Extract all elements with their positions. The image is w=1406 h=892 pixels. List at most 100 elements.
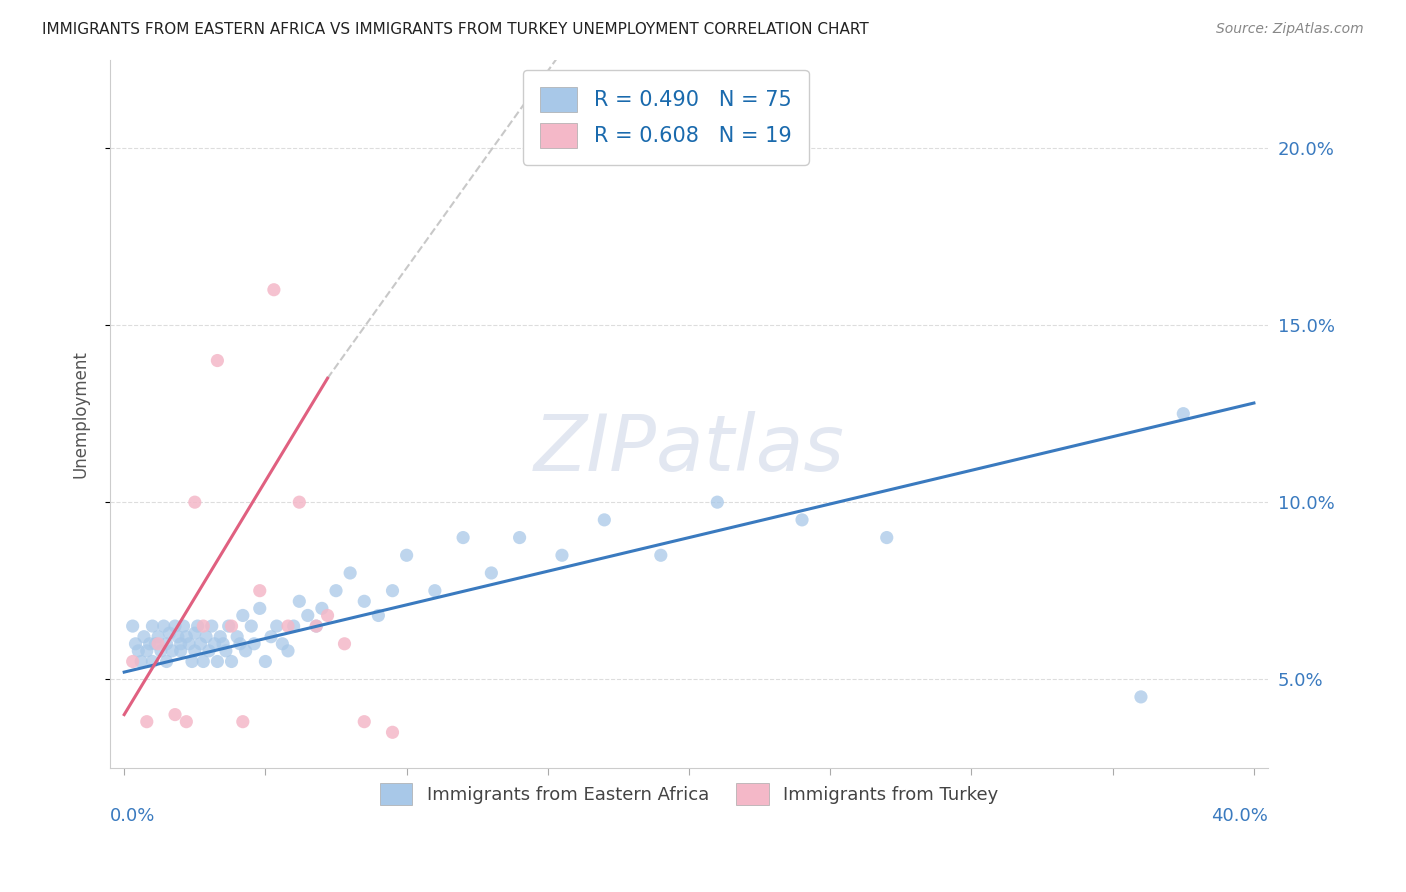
Point xyxy=(353,594,375,608)
Point xyxy=(143,637,166,651)
Point xyxy=(149,644,172,658)
Point xyxy=(198,644,221,658)
Point xyxy=(215,644,238,658)
Point xyxy=(235,644,257,658)
Point xyxy=(254,655,277,669)
Point xyxy=(170,637,193,651)
Point xyxy=(193,619,215,633)
Point xyxy=(132,630,155,644)
Legend: Immigrants from Eastern Africa, Immigrants from Turkey: Immigrants from Eastern Africa, Immigran… xyxy=(373,775,1005,812)
Point xyxy=(135,714,157,729)
Point xyxy=(170,644,193,658)
Point xyxy=(121,619,143,633)
Point xyxy=(201,619,224,633)
Point xyxy=(1129,690,1152,704)
Point xyxy=(288,495,311,509)
Text: 40.0%: 40.0% xyxy=(1211,806,1268,824)
Point xyxy=(179,637,201,651)
Point xyxy=(305,619,328,633)
Point xyxy=(333,637,356,651)
Point xyxy=(706,495,728,509)
Point xyxy=(243,637,266,651)
Point xyxy=(260,630,283,644)
Point xyxy=(138,637,160,651)
Point xyxy=(305,619,328,633)
Point xyxy=(650,549,672,563)
Point xyxy=(249,601,271,615)
Point xyxy=(181,655,204,669)
Point xyxy=(163,707,186,722)
Point xyxy=(266,619,288,633)
Point xyxy=(311,601,333,615)
Point xyxy=(218,619,240,633)
Point xyxy=(121,655,143,669)
Point xyxy=(190,637,212,651)
Point xyxy=(184,495,207,509)
Point xyxy=(232,608,254,623)
Point xyxy=(124,637,146,651)
Point xyxy=(187,619,209,633)
Point xyxy=(277,644,299,658)
Point xyxy=(157,626,180,640)
Text: IMMIGRANTS FROM EASTERN AFRICA VS IMMIGRANTS FROM TURKEY UNEMPLOYMENT CORRELATIO: IMMIGRANTS FROM EASTERN AFRICA VS IMMIGR… xyxy=(42,22,869,37)
Point xyxy=(381,583,404,598)
Point xyxy=(226,630,249,644)
Point xyxy=(479,566,502,580)
Text: 0.0%: 0.0% xyxy=(110,806,156,824)
Y-axis label: Unemployment: Unemployment xyxy=(72,350,89,477)
Point xyxy=(173,619,195,633)
Point xyxy=(325,583,347,598)
Point xyxy=(141,619,163,633)
Point xyxy=(229,637,252,651)
Point xyxy=(451,531,474,545)
Point xyxy=(551,549,574,563)
Point xyxy=(166,630,188,644)
Point xyxy=(339,566,361,580)
Point xyxy=(277,619,299,633)
Point xyxy=(160,644,183,658)
Point xyxy=(221,619,243,633)
Point xyxy=(204,637,226,651)
Point xyxy=(288,594,311,608)
Point xyxy=(316,608,339,623)
Point xyxy=(593,513,616,527)
Point xyxy=(876,531,898,545)
Point xyxy=(155,637,177,651)
Point xyxy=(367,608,389,623)
Point xyxy=(141,655,163,669)
Point xyxy=(297,608,319,623)
Point xyxy=(353,714,375,729)
Point xyxy=(212,637,235,651)
Point xyxy=(232,714,254,729)
Point xyxy=(129,655,152,669)
Point xyxy=(509,531,531,545)
Text: Source: ZipAtlas.com: Source: ZipAtlas.com xyxy=(1216,22,1364,37)
Point xyxy=(155,655,177,669)
Point xyxy=(184,626,207,640)
Point xyxy=(184,644,207,658)
Point xyxy=(135,644,157,658)
Point xyxy=(221,655,243,669)
Point xyxy=(195,630,218,644)
Point xyxy=(152,619,174,633)
Point xyxy=(176,714,198,729)
Point xyxy=(207,655,229,669)
Point xyxy=(209,630,232,644)
Point xyxy=(127,644,149,658)
Point xyxy=(423,583,446,598)
Point xyxy=(146,637,169,651)
Point xyxy=(146,630,169,644)
Point xyxy=(240,619,263,633)
Point xyxy=(283,619,305,633)
Point xyxy=(163,619,186,633)
Point xyxy=(263,283,285,297)
Text: ZIPatlas: ZIPatlas xyxy=(534,411,845,487)
Point xyxy=(271,637,294,651)
Point xyxy=(207,353,229,368)
Point xyxy=(381,725,404,739)
Point xyxy=(193,655,215,669)
Point xyxy=(1173,407,1195,421)
Point xyxy=(395,549,418,563)
Point xyxy=(790,513,813,527)
Point xyxy=(249,583,271,598)
